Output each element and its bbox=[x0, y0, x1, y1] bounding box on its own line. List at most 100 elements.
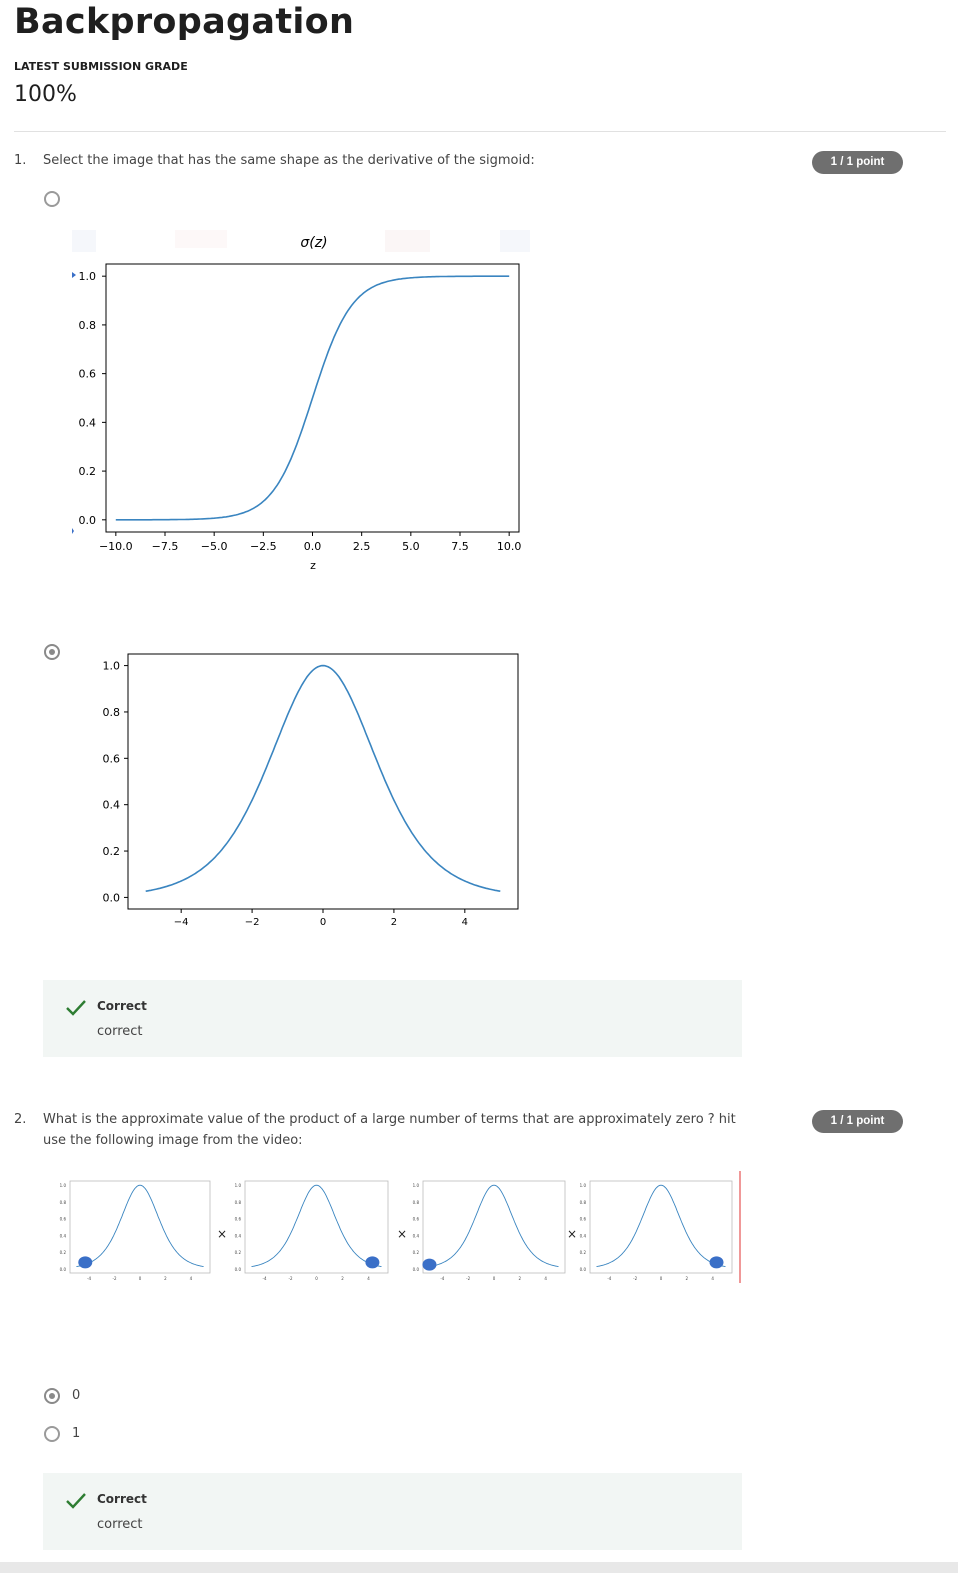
bell-ytick-label: 0.0 bbox=[103, 891, 121, 904]
small-bell-panel: 0.0 0.2 0.4 0.6 0.8 1.0 -4 -2 0 2 4 bbox=[413, 1180, 566, 1281]
bell-xtick-label: 0 bbox=[320, 917, 326, 928]
sigmoid-xtick-label: 2.5 bbox=[353, 540, 371, 553]
small-bell-ytick-label: 0.8 bbox=[60, 1200, 67, 1205]
question-2-number: 2. bbox=[14, 1112, 27, 1127]
small-bell-ytick-label: 0.6 bbox=[235, 1217, 242, 1222]
small-bell-ytick-label: 0.0 bbox=[413, 1267, 420, 1272]
small-bell-ytick-label: 1.0 bbox=[413, 1183, 420, 1188]
small-bell-ytick-label: 0.4 bbox=[413, 1233, 420, 1238]
small-marker-icon bbox=[72, 272, 76, 278]
q2-option-2-radio[interactable] bbox=[44, 1426, 60, 1442]
sigmoid-ytick-label: 0.4 bbox=[79, 416, 97, 429]
small-bell-xtick-label: 4 bbox=[367, 1276, 370, 1281]
small-bell-xtick-label: 2 bbox=[686, 1276, 689, 1281]
small-bell-xtick-label: -2 bbox=[633, 1276, 637, 1281]
q1-feedback-box: Correct correct bbox=[43, 980, 742, 1057]
sigmoid-xtick-label: −5.0 bbox=[201, 540, 228, 553]
small-bell-ytick-label: 0.0 bbox=[580, 1267, 587, 1272]
small-bell-xtick-label: 2 bbox=[341, 1276, 344, 1281]
small-bell-ytick-label: 0.2 bbox=[60, 1250, 67, 1255]
question-2-text-line2: use the following image from the video: bbox=[43, 1133, 303, 1148]
small-bell-ytick-label: 0.4 bbox=[235, 1233, 242, 1238]
small-bell-ytick-label: 1.0 bbox=[60, 1183, 67, 1188]
small-bell-xtick-label: 2 bbox=[164, 1276, 167, 1281]
small-bell-line bbox=[596, 1184, 726, 1268]
sigmoid-xtick-label: 5.0 bbox=[402, 540, 420, 553]
bell-plot-frame bbox=[127, 653, 519, 910]
small-bell-xtick-label: -2 bbox=[289, 1276, 293, 1281]
grade-value: 100% bbox=[14, 82, 77, 107]
sigmoid-xaxis-label: z bbox=[310, 559, 316, 572]
question-1-points-badge: 1 / 1 point bbox=[812, 151, 903, 174]
small-bell-panel: 0.0 0.2 0.4 0.6 0.8 1.0 -4 -2 0 2 4 bbox=[60, 1180, 211, 1281]
bell-ytick-label: 0.8 bbox=[103, 706, 121, 719]
checkmark-icon bbox=[66, 1000, 86, 1016]
gradient-dot-marker bbox=[422, 1258, 437, 1271]
small-bell-ytick-label: 1.0 bbox=[235, 1183, 242, 1188]
checkmark-icon bbox=[66, 1493, 86, 1509]
question-2-points-badge: 1 / 1 point bbox=[812, 1110, 903, 1133]
sigmoid-xtick-label: 10.0 bbox=[497, 540, 521, 553]
small-bell-panel: 0.0 0.2 0.4 0.6 0.8 1.0 -4 -2 0 2 4 bbox=[580, 1180, 733, 1281]
small-bell-xtick-label: 0 bbox=[660, 1276, 663, 1281]
small-bell-xtick-label: 0 bbox=[493, 1276, 496, 1281]
small-bell-ytick-label: 0.4 bbox=[580, 1233, 587, 1238]
multiply-sign: × bbox=[567, 1227, 577, 1241]
header-divider bbox=[14, 131, 946, 132]
sigmoid-ytick-label: 0.0 bbox=[79, 514, 97, 527]
sigmoid-ytick-label: 1.0 bbox=[79, 270, 97, 283]
q2-option-1-radio[interactable] bbox=[44, 1388, 60, 1404]
q1-option-2-radio[interactable] bbox=[44, 644, 60, 660]
small-bell-xtick-label: -4 bbox=[440, 1276, 444, 1281]
sigmoid-xtick-label: −7.5 bbox=[152, 540, 179, 553]
q2-feedback-text: correct bbox=[97, 1517, 143, 1532]
small-bell-xtick-label: -2 bbox=[466, 1276, 470, 1281]
multiply-sign: × bbox=[217, 1227, 227, 1241]
page-title: Backpropagation bbox=[14, 2, 355, 42]
small-bell-xtick-label: -4 bbox=[263, 1276, 267, 1281]
small-bell-frame bbox=[69, 1180, 211, 1274]
sigmoid-xtick-label: 7.5 bbox=[451, 540, 469, 553]
small-bell-frame bbox=[589, 1180, 733, 1274]
bell-curve-line bbox=[145, 664, 501, 892]
q1-option-1-radio[interactable] bbox=[44, 191, 60, 207]
product-of-gradients-image: 0.0 0.2 0.4 0.6 0.8 1.0 -4 -2 0 2 4 0.0 0.2 0.4 0.6 0.8… bbox=[60, 1171, 741, 1283]
bell-xtick-label: −4 bbox=[174, 917, 189, 928]
bell-ytick-label: 0.4 bbox=[103, 799, 121, 812]
grade-label: LATEST SUBMISSION GRADE bbox=[14, 60, 188, 73]
small-bell-xtick-label: 4 bbox=[190, 1276, 193, 1281]
small-bell-xtick-label: 0 bbox=[315, 1276, 318, 1281]
sigmoid-ytick-label: 0.6 bbox=[79, 368, 97, 381]
sigmoid-xtick-label: −10.0 bbox=[99, 540, 133, 553]
question-1-number: 1. bbox=[14, 153, 27, 168]
page-bottom-bar bbox=[0, 1562, 958, 1573]
sigmoid-chart: σ(z) 0.0 0.2 0.4 0.6 0.8 1.0 −10.0 −7.5 −5.0 −2.… bbox=[72, 230, 530, 572]
bell-xtick-label: 2 bbox=[391, 917, 397, 928]
small-bell-xtick-label: 4 bbox=[711, 1276, 714, 1281]
gradient-dot-marker bbox=[709, 1256, 724, 1269]
small-bell-line bbox=[429, 1184, 559, 1268]
small-bell-ytick-label: 0.8 bbox=[413, 1200, 420, 1205]
gradient-dot-marker bbox=[365, 1256, 380, 1269]
small-bell-ytick-label: 0.0 bbox=[235, 1267, 242, 1272]
sigmoid-xtick-label: −2.5 bbox=[250, 540, 277, 553]
small-bell-ytick-label: 0.6 bbox=[413, 1217, 420, 1222]
bell-xtick-label: 4 bbox=[462, 917, 468, 928]
sigmoid-xtick-label: 0.0 bbox=[304, 540, 322, 553]
small-bell-line bbox=[251, 1184, 382, 1268]
q2-option-1-label: 0 bbox=[72, 1388, 81, 1403]
small-bell-xtick-label: -4 bbox=[607, 1276, 611, 1281]
q2-feedback-title: Correct bbox=[97, 1492, 147, 1506]
small-bell-xtick-label: -2 bbox=[113, 1276, 117, 1281]
gradient-dot-marker bbox=[78, 1256, 93, 1269]
small-bell-panel: 0.0 0.2 0.4 0.6 0.8 1.0 -4 -2 0 2 4 bbox=[235, 1180, 389, 1281]
question-2-text-line1: What is the approximate value of the pro… bbox=[43, 1112, 736, 1127]
small-bell-xtick-label: 4 bbox=[544, 1276, 547, 1281]
small-bell-ytick-label: 0.6 bbox=[60, 1217, 67, 1222]
sigmoid-ytick-label: 0.8 bbox=[79, 319, 97, 332]
small-bell-ytick-label: 0.6 bbox=[580, 1217, 587, 1222]
small-bell-ytick-label: 0.4 bbox=[60, 1233, 67, 1238]
sigmoid-artifacts bbox=[72, 230, 530, 252]
small-marker-icon bbox=[72, 528, 74, 534]
small-bell-frame bbox=[422, 1180, 566, 1274]
